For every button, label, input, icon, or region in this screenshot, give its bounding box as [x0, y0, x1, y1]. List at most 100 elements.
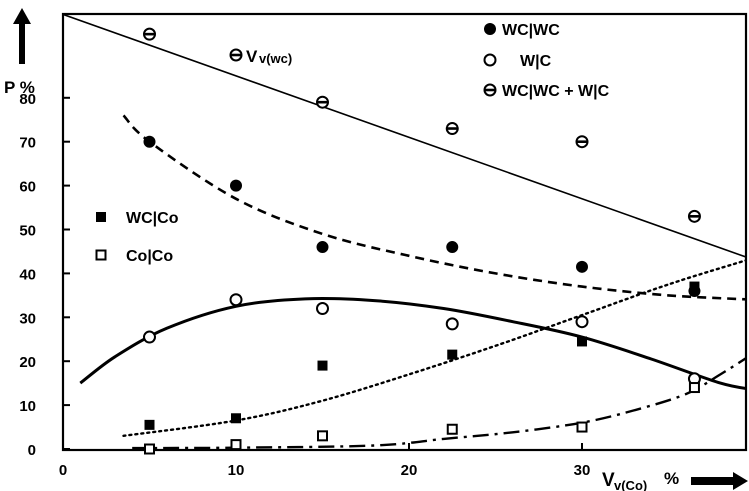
data-point-half-circle	[316, 95, 329, 109]
marker-shape	[576, 421, 588, 433]
curve-dashed	[122, 114, 746, 301]
data-point-filled-circle	[143, 135, 156, 148]
y-axis-title: P %	[4, 8, 35, 97]
plot-border	[61, 12, 748, 452]
curve-dash-dot	[132, 356, 746, 450]
x-tick-label: 0	[59, 462, 67, 479]
legend-marker-half-circle	[483, 83, 497, 97]
curve-dotted	[122, 259, 746, 437]
marker-shape	[143, 135, 156, 148]
marker-bar	[485, 88, 495, 92]
data-point-half-circle	[445, 122, 459, 136]
data-point-half-circle	[687, 209, 701, 223]
marker-shape	[446, 241, 459, 254]
x-tick-label: 30	[574, 462, 591, 479]
legend-right: WC|WC W|C WC|WC + W|C	[483, 22, 610, 100]
marker-shape	[316, 302, 329, 316]
curve-solid	[79, 297, 746, 391]
legend-marker-filled-square	[96, 212, 106, 222]
legend-marker-open-circle	[483, 53, 497, 67]
legend-marker	[483, 83, 497, 97]
legend-label: WC|Co	[126, 210, 179, 227]
legend-item: W|C	[483, 53, 552, 70]
marker-shape	[445, 317, 459, 331]
data-point-filled-circle	[576, 260, 588, 273]
marker-shape	[230, 179, 242, 192]
marker-bar	[231, 53, 241, 57]
x-axis-label: V	[602, 470, 615, 491]
legend-item: Co|Co	[95, 248, 173, 265]
marker-shape	[483, 53, 497, 67]
y-tick-label: 20	[19, 354, 36, 371]
x-axis-label-sub: v(Co)	[614, 478, 647, 491]
marker-shape	[144, 419, 155, 430]
data-point-half-circle	[575, 135, 589, 149]
x-axis-title: V v(Co) %	[602, 469, 748, 491]
data-point-open-circle	[316, 302, 329, 316]
line-label-marker-shape	[229, 48, 243, 62]
legend-label: WC|WC + W|C	[502, 83, 610, 100]
legend-label: Co|Co	[126, 248, 173, 265]
y-tick-label: 40	[19, 266, 36, 283]
marker-shape	[316, 241, 329, 254]
y-axis-label: P %	[4, 78, 35, 97]
y-tick-label: 60	[19, 179, 36, 196]
curves	[63, 14, 746, 450]
y-tick-label: 30	[19, 310, 36, 327]
marker-shape	[446, 423, 458, 435]
legend-left: WC|Co Co|Co	[95, 210, 179, 265]
data-point-open-circle	[445, 317, 459, 331]
marker-bar	[577, 140, 587, 143]
y-tick-label: 10	[19, 398, 36, 415]
marker-shape	[144, 443, 155, 455]
data-point-open-square	[144, 443, 155, 455]
legend-item: WC|WC + W|C	[483, 83, 610, 100]
data-point-filled-square	[317, 360, 328, 371]
y-tick-label: 80	[19, 91, 36, 108]
legend-item: WC|WC	[484, 22, 560, 39]
plot-frame	[61, 12, 748, 452]
marker-bar	[689, 215, 700, 218]
data-points	[143, 27, 701, 455]
x-tick-label: 10	[228, 462, 245, 479]
x-tick-label: 20	[401, 462, 418, 479]
marker-shape	[577, 336, 587, 347]
data-point-filled-circle	[230, 179, 242, 192]
marker-shape	[689, 281, 700, 292]
x-arrow-icon	[691, 472, 748, 490]
marker-shape	[576, 260, 588, 273]
marker-shape	[96, 212, 106, 222]
data-point-open-square	[688, 382, 700, 394]
legend-label: W|C	[520, 53, 552, 70]
data-point-open-circle	[575, 315, 589, 329]
data-point-open-circle	[143, 330, 156, 344]
marker-shape	[231, 413, 241, 424]
curve-solid-straight	[63, 14, 746, 258]
data-point-open-circle	[229, 293, 243, 307]
legend-marker	[484, 23, 496, 35]
marker-shape	[230, 439, 242, 451]
y-tick-label: 50	[19, 223, 36, 240]
legend-label: WC|WC	[502, 22, 560, 39]
data-point-open-square	[576, 421, 588, 433]
data-point-filled-square	[144, 419, 155, 430]
marker-shape	[95, 249, 107, 261]
marker-bar	[447, 127, 458, 130]
marker-shape	[447, 349, 458, 360]
marker-shape	[688, 382, 700, 394]
data-point-filled-circle	[446, 241, 459, 254]
data-point-filled-square	[577, 336, 587, 347]
legend-marker-filled-circle	[484, 23, 496, 35]
legend-marker-open-square	[95, 249, 107, 261]
data-point-filled-circle	[316, 241, 329, 254]
legend-marker	[95, 249, 107, 261]
legend-marker	[96, 212, 106, 222]
marker-bar	[144, 32, 155, 36]
marker-shape	[317, 360, 328, 371]
line-label-sub: v(wc)	[259, 51, 292, 66]
marker-shape	[484, 23, 496, 35]
data-point-filled-square	[447, 349, 458, 360]
data-point-open-square	[230, 439, 242, 451]
tick-labels: 0 10 20 30 0 10 20 30 40 50 60 70 80	[19, 91, 590, 479]
